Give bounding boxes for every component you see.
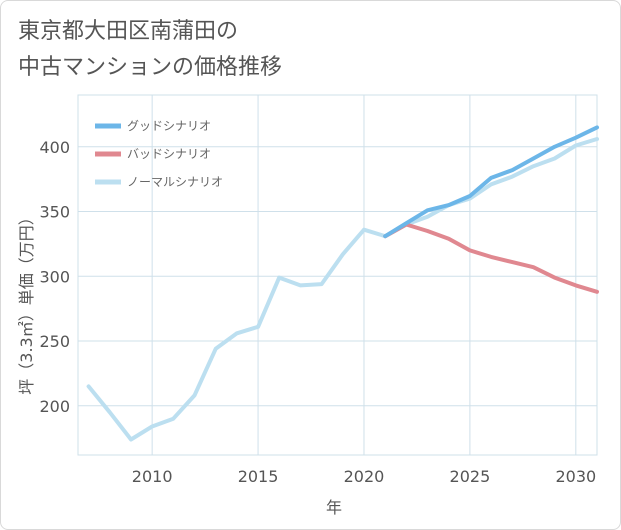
x-tick-label: 2020: [344, 467, 385, 486]
grid: [77, 94, 598, 456]
x-tick-label: 2015: [238, 467, 279, 486]
y-axis-label: 坪（3.3㎡）単価（万円）: [17, 209, 36, 394]
series-line-2: [86, 137, 599, 442]
y-axis-ticks: 200 250 300 350 400: [39, 138, 70, 416]
legend-label: バッドシナリオ: [127, 147, 211, 161]
x-axis-ticks: 2010 2015 2020 2025 2030: [132, 467, 596, 486]
chart-title: 東京都大田区南蒲田の 中古マンションの価格推移: [18, 19, 283, 80]
x-axis-label: 年: [326, 498, 342, 517]
x-tick-label: 2025: [450, 467, 491, 486]
y-tick-label: 200: [39, 397, 70, 416]
legend-label: グッドシナリオ: [127, 119, 211, 133]
y-tick-label: 350: [39, 203, 70, 222]
y-tick-label: 400: [39, 138, 70, 157]
x-tick-label: 2030: [555, 467, 596, 486]
series-line-1: [383, 222, 599, 294]
series-lines: [86, 125, 599, 442]
y-tick-label: 300: [39, 267, 70, 286]
x-tick-label: 2010: [132, 467, 173, 486]
legend-label: ノーマルシナリオ: [127, 175, 223, 189]
y-tick-label: 250: [39, 332, 70, 351]
plot-area: [77, 94, 598, 456]
series-line-0: [383, 125, 599, 239]
